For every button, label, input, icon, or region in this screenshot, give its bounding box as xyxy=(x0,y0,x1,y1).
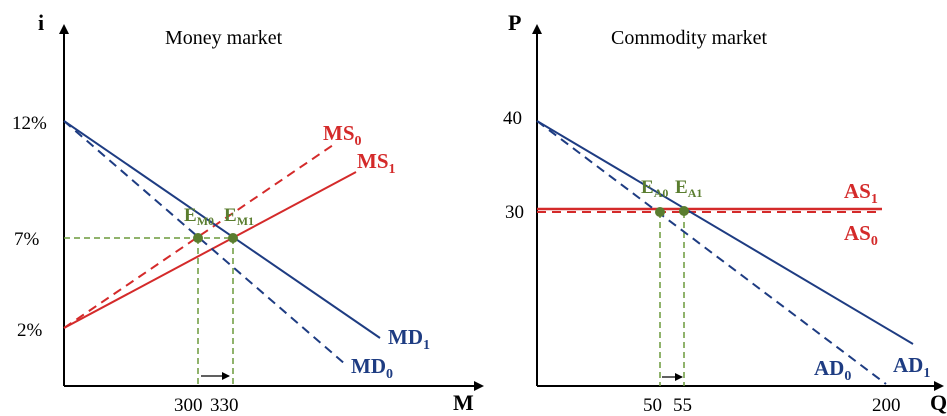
em1-label: EM1 xyxy=(224,205,254,228)
commodity-market-title: Commodity market xyxy=(611,27,768,49)
as1-label: AS1 xyxy=(844,179,878,207)
ms0-curve xyxy=(63,142,337,329)
ea1-label: EA1 xyxy=(675,177,702,200)
em1-point xyxy=(228,233,238,243)
ea1-point xyxy=(679,206,689,216)
md1-label: MD1 xyxy=(388,325,430,353)
ms1-label: MS1 xyxy=(357,149,396,177)
commodity-market-panel: P Q Commodity market 40 30 50 55 200 AS1… xyxy=(503,10,947,416)
ad0-curve xyxy=(536,120,887,385)
commodity-y-tick-30: 30 xyxy=(505,202,524,223)
md0-label: MD0 xyxy=(351,354,393,382)
ad1-curve xyxy=(536,120,914,345)
commodity-y-axis-label: P xyxy=(508,10,521,35)
money-x-axis-label: M xyxy=(453,390,474,415)
ea0-label: EA0 xyxy=(641,177,668,200)
commodity-x-axis-label: Q xyxy=(930,390,947,415)
commodity-x-tick-55: 55 xyxy=(673,395,692,416)
ms1-curve xyxy=(63,171,357,329)
money-y-tick-2: 2% xyxy=(17,320,43,341)
ad1-label: AD1 xyxy=(893,353,930,381)
md0-curve xyxy=(63,120,346,365)
ms0-label: MS0 xyxy=(323,121,362,149)
em0-label: EM0 xyxy=(184,205,214,228)
ea0-point xyxy=(655,207,665,217)
md1-curve xyxy=(63,120,381,339)
commodity-x-tick-200: 200 xyxy=(872,395,901,416)
money-y-axis-label: i xyxy=(38,10,44,35)
as0-label: AS0 xyxy=(844,221,878,249)
ad0-label: AD0 xyxy=(814,356,851,384)
em0-point xyxy=(193,233,203,243)
commodity-y-tick-40: 40 xyxy=(503,108,522,129)
commodity-x-tick-50: 50 xyxy=(643,395,662,416)
money-x-tick-330: 330 xyxy=(210,395,239,416)
money-market-title: Money market xyxy=(165,27,283,49)
money-y-tick-12: 12% xyxy=(12,113,47,134)
money-y-tick-7: 7% xyxy=(14,229,40,250)
money-x-tick-300: 300 xyxy=(174,395,203,416)
money-market-panel: i M Money market 12% 7% 2% 300 330 MS0 M… xyxy=(12,10,484,416)
